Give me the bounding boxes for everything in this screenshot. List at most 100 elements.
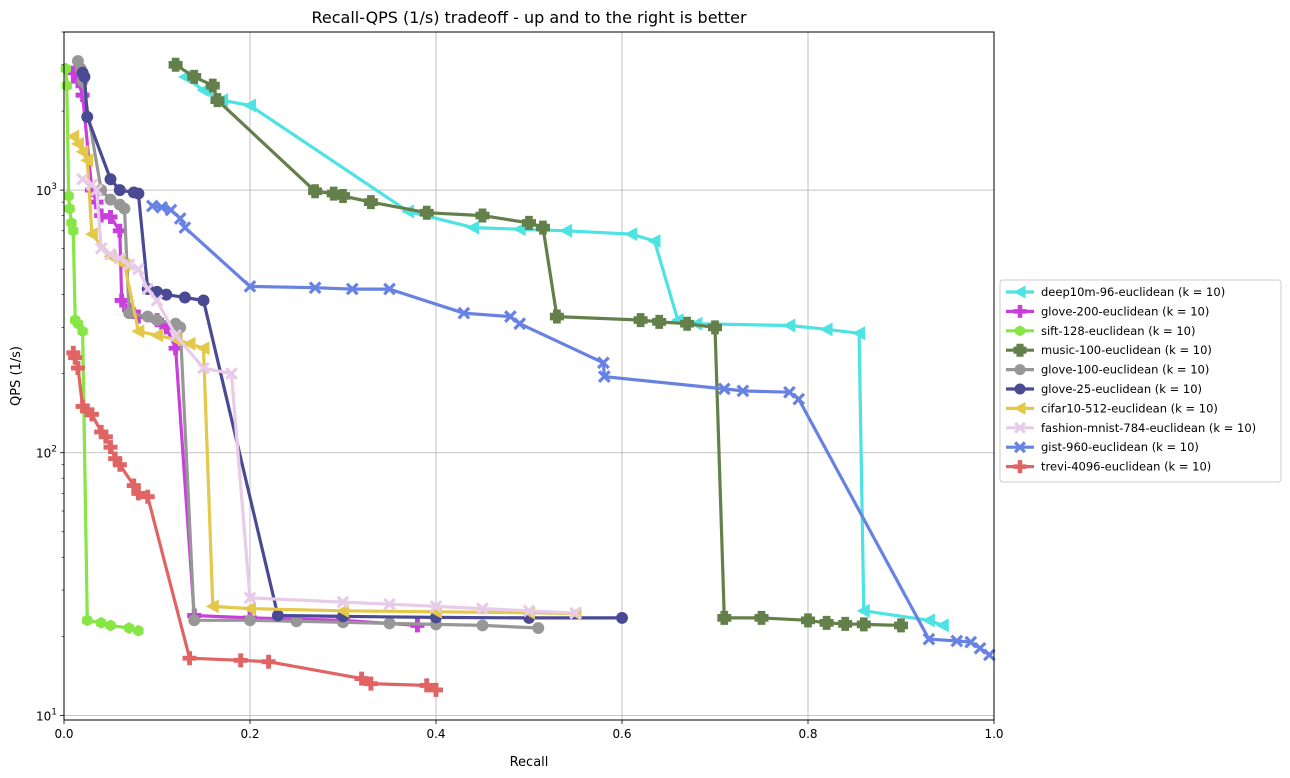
data-point [84, 183, 99, 198]
data-point [70, 361, 85, 376]
y-tick-label: 102 [36, 445, 57, 461]
data-point [354, 671, 369, 686]
legend: deep10m-96-euclidean (k = 10) glove-200-e… [999, 279, 1282, 483]
data-point [633, 313, 648, 328]
series-line [81, 72, 622, 620]
ticks-layer: 0.0 0.2 0.4 0.6 0.8 1.0 101 102 103 [36, 31, 1004, 741]
data-point [243, 98, 256, 113]
data-point [243, 279, 257, 293]
data-point [126, 478, 141, 493]
x-tick-label: 0.6 [612, 727, 631, 741]
data-point [363, 676, 378, 691]
data-point [336, 603, 349, 618]
y-axis-label: QPS (1/s) [9, 346, 24, 406]
data-point [60, 62, 72, 75]
data-point [123, 622, 135, 634]
data-point [151, 314, 163, 327]
x-tick-label: 1.0 [984, 727, 1003, 741]
data-point [782, 318, 796, 333]
chart-title: Recall-QPS (1/s) tradeoff - up and to th… [311, 8, 746, 27]
legend-marker [1013, 285, 1026, 299]
legend-label: cifar10-512-euclidean (k = 10) [1041, 401, 1218, 415]
data-point [173, 212, 187, 225]
legend-entry: music-100-euclidean (k = 10) [1006, 343, 1212, 357]
data-point [894, 618, 908, 633]
legend-box [999, 279, 1282, 483]
data-point [113, 184, 126, 197]
series-0 [177, 69, 949, 633]
data-point [96, 616, 107, 629]
legend-label: deep10m-96-euclidean (k = 10) [1041, 285, 1225, 299]
data-point [597, 370, 611, 383]
series-layer [60, 55, 996, 697]
data-point [856, 603, 870, 618]
data-point [921, 613, 935, 628]
data-point [616, 611, 628, 624]
data-point [94, 208, 109, 223]
legend-label: glove-200-euclidean (k = 10) [1041, 304, 1209, 318]
data-point [150, 294, 164, 307]
legend-marker [1015, 325, 1025, 337]
data-point [131, 324, 145, 339]
data-point [78, 70, 91, 83]
data-point [75, 88, 90, 103]
legend-entry: sift-128-euclidean (k = 10) [1006, 324, 1195, 338]
data-point [717, 382, 731, 396]
data-point [383, 597, 396, 611]
data-point [104, 247, 117, 261]
data-point [75, 399, 90, 414]
data-point [84, 407, 99, 422]
legend-entry: deep10m-96-euclidean (k = 10) [1006, 285, 1225, 299]
data-point [141, 310, 154, 323]
data-point [736, 384, 750, 398]
legend-label: fashion-mnist-784-euclidean (k = 10) [1041, 421, 1256, 435]
data-point [82, 614, 93, 627]
data-point [345, 282, 359, 296]
data-point [308, 184, 323, 199]
data-point [856, 617, 871, 632]
legend-marker [1013, 343, 1027, 357]
legend-entry: gist-960-euclidean (k = 10) [1006, 440, 1199, 454]
data-point [66, 129, 80, 144]
data-point [935, 618, 949, 633]
x-tick-label: 0.4 [426, 727, 445, 741]
data-point [178, 221, 192, 234]
data-point [187, 69, 202, 84]
data-point [188, 614, 201, 627]
data-point [205, 78, 220, 93]
data-point [104, 173, 117, 186]
data-point [68, 224, 79, 237]
data-point [80, 403, 95, 418]
data-point [261, 654, 276, 669]
data-point [174, 321, 187, 334]
data-point [61, 79, 72, 92]
data-point [66, 65, 81, 80]
data-point [131, 309, 146, 324]
series-line [174, 63, 902, 627]
data-point [84, 227, 98, 242]
data-point [90, 183, 103, 197]
data-point [852, 326, 866, 341]
data-point [950, 634, 964, 648]
data-point [132, 187, 145, 200]
data-point [112, 457, 127, 472]
data-point [838, 616, 853, 631]
x-tick-label: 0.2 [240, 727, 259, 741]
data-point [549, 309, 564, 324]
data-point [597, 356, 610, 370]
legend-entry: glove-25-euclidean (k = 10) [1006, 382, 1202, 396]
data-point [717, 610, 732, 625]
series-3 [168, 57, 908, 633]
data-point [336, 188, 350, 203]
data-point [178, 291, 191, 304]
series-9 [66, 345, 443, 697]
data-point [182, 336, 196, 351]
data-point [429, 599, 443, 613]
data-point [103, 440, 118, 455]
data-point [196, 341, 210, 356]
data-point [559, 223, 573, 238]
data-point [233, 653, 248, 668]
data-point [243, 591, 257, 605]
series-8 [145, 199, 996, 662]
